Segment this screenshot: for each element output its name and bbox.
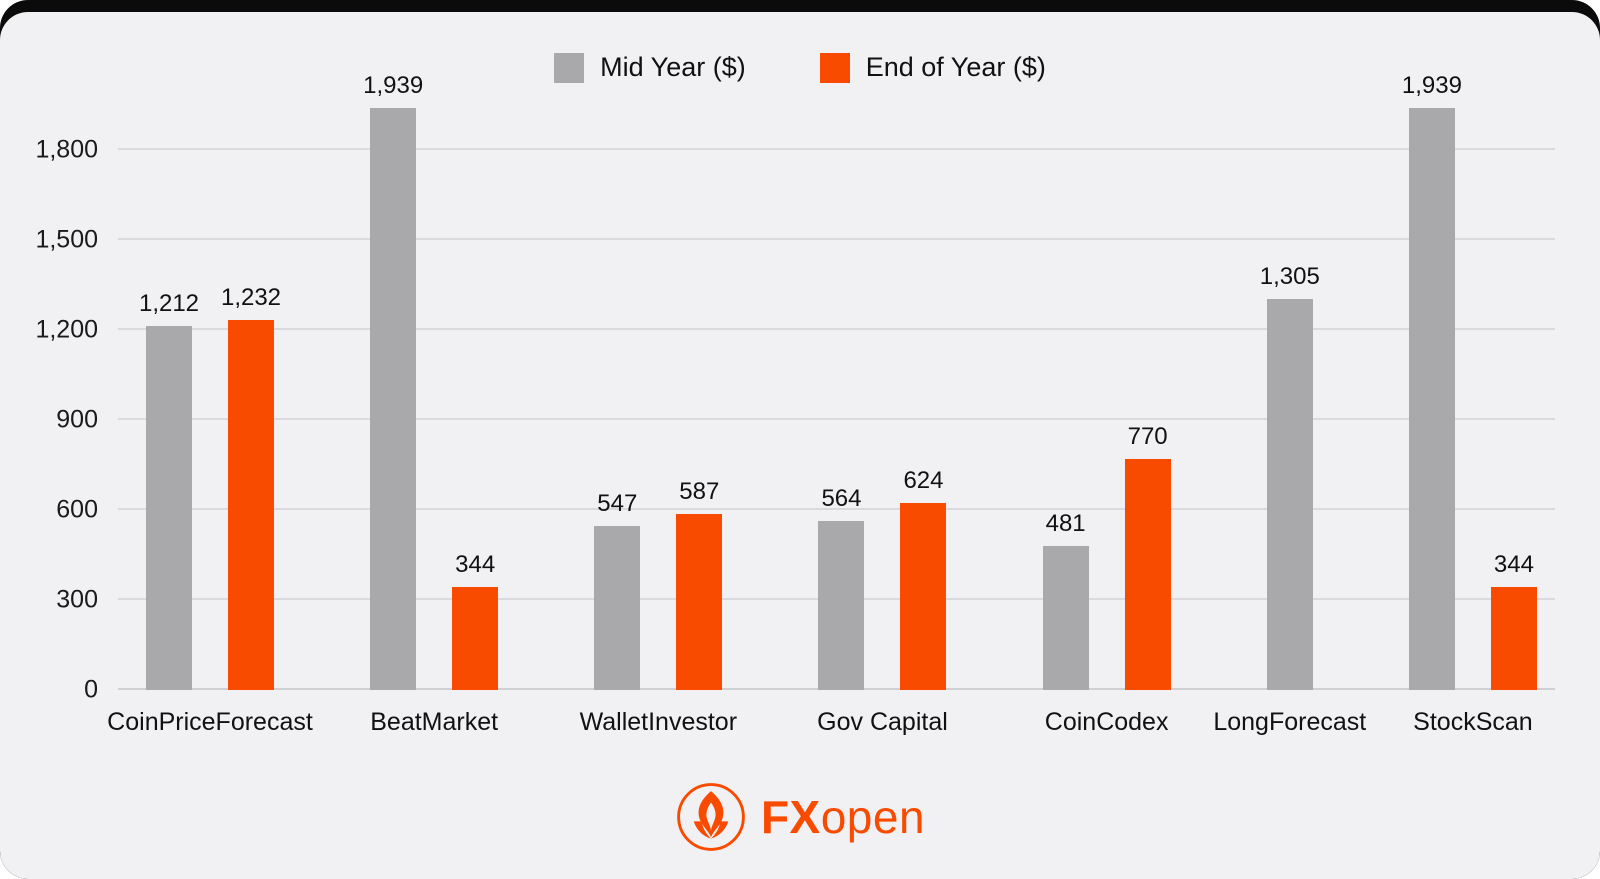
bar-group: 481 770 CoinCodex bbox=[1042, 423, 1171, 736]
bar-group: 547 587 WalletInvestor bbox=[580, 478, 737, 736]
chart-background: Mid Year ($) End of Year ($) 0 300 600 900 1… bbox=[0, 12, 1600, 879]
bar-value-label: 344 bbox=[455, 550, 496, 578]
fxopen-logo: FXopen bbox=[0, 781, 1600, 853]
bar: 1,212 bbox=[139, 290, 199, 690]
bar: 770 bbox=[1124, 423, 1171, 690]
bar-groups: 1,212 1,232 CoinPriceForecast 1,939 344 BeatM… bbox=[107, 72, 1537, 737]
bar: 624 bbox=[900, 467, 947, 690]
bar-value-label: 770 bbox=[1127, 423, 1168, 450]
x-axis-category-label: WalletInvestor bbox=[579, 708, 738, 736]
y-axis-tick-label: 0 bbox=[84, 675, 98, 704]
legend-item-end-year: End of Year ($) bbox=[819, 52, 1046, 83]
y-axis-tick-label: 1,200 bbox=[35, 315, 98, 344]
x-axis-category-label: LongForecast bbox=[1213, 708, 1367, 736]
gridline bbox=[118, 508, 1555, 510]
bar: 1,939 bbox=[363, 72, 423, 690]
bar-group: 1,939 344 StockScan bbox=[1402, 72, 1537, 736]
x-axis-category-label: CoinCodex bbox=[1044, 708, 1169, 736]
bar-value-label: 624 bbox=[903, 466, 944, 494]
bar: 547 bbox=[594, 490, 641, 690]
bar: 481 bbox=[1042, 510, 1089, 690]
x-axis-category-label: CoinPriceForecast bbox=[107, 708, 313, 736]
bar-value-label: 1,939 bbox=[1401, 72, 1462, 100]
gridline bbox=[118, 148, 1555, 150]
bar-value-label: 1,939 bbox=[363, 72, 424, 100]
gridline bbox=[118, 418, 1555, 420]
bar-value-label: 1,232 bbox=[220, 284, 282, 312]
y-axis-tick-label: 1,500 bbox=[35, 225, 98, 254]
bar: 344 bbox=[452, 551, 499, 690]
bar: 1,232 bbox=[221, 284, 281, 690]
mid-year-swatch-icon bbox=[554, 52, 585, 83]
bar-group: 1,939 344 BeatMarket bbox=[363, 72, 499, 736]
bar-group: 1,212 1,232 CoinPriceForecast bbox=[107, 284, 313, 736]
end-year-swatch-icon bbox=[819, 52, 850, 83]
legend-label-end-year: End of Year ($) bbox=[865, 52, 1046, 82]
plot-area: 0 300 600 900 1,200 1,500 1,800 1,212 1,232 Coin… bbox=[35, 72, 1555, 737]
x-axis-category-label: StockScan bbox=[1413, 708, 1533, 736]
x-axis-category-label: BeatMarket bbox=[370, 708, 499, 736]
bar-value-label: 564 bbox=[821, 484, 862, 512]
gridline bbox=[118, 328, 1555, 330]
bar-value-label: 547 bbox=[597, 489, 638, 517]
y-axis-tick-label: 300 bbox=[56, 585, 98, 614]
bar: 1,939 bbox=[1402, 72, 1462, 690]
bar: 1,305 bbox=[1260, 263, 1320, 690]
fxopen-wordmark-fx: FX bbox=[760, 791, 821, 843]
legend-label-mid-year: Mid Year ($) bbox=[600, 52, 746, 82]
bar: 564 bbox=[818, 485, 865, 690]
bar-value-label: 1,305 bbox=[1259, 262, 1320, 290]
fxopen-wordmark: FXopen bbox=[761, 790, 925, 844]
bar-group: 564 624 Gov Capital bbox=[817, 467, 948, 736]
fxopen-wordmark-open: open bbox=[820, 791, 926, 843]
bar: 587 bbox=[676, 478, 723, 690]
bar-value-label: 481 bbox=[1045, 509, 1086, 537]
bar-value-label: 344 bbox=[1493, 550, 1534, 578]
y-axis-tick-label: 1,800 bbox=[35, 135, 98, 164]
y-axis-tick-label: 900 bbox=[56, 405, 98, 434]
legend-item-mid-year: Mid Year ($) bbox=[554, 52, 746, 83]
bar-value-label: 1,212 bbox=[138, 290, 200, 318]
x-axis-category-label: Gov Capital bbox=[817, 708, 948, 736]
gridline bbox=[118, 238, 1555, 240]
bar-value-label: 587 bbox=[679, 477, 720, 505]
legend: Mid Year ($) End of Year ($) bbox=[0, 52, 1600, 83]
fxopen-lion-icon bbox=[677, 783, 745, 851]
y-axis-tick-label: 600 bbox=[56, 495, 98, 524]
bar: 344 bbox=[1490, 551, 1537, 690]
bar-group: 1,305 LongForecast bbox=[1213, 263, 1366, 737]
